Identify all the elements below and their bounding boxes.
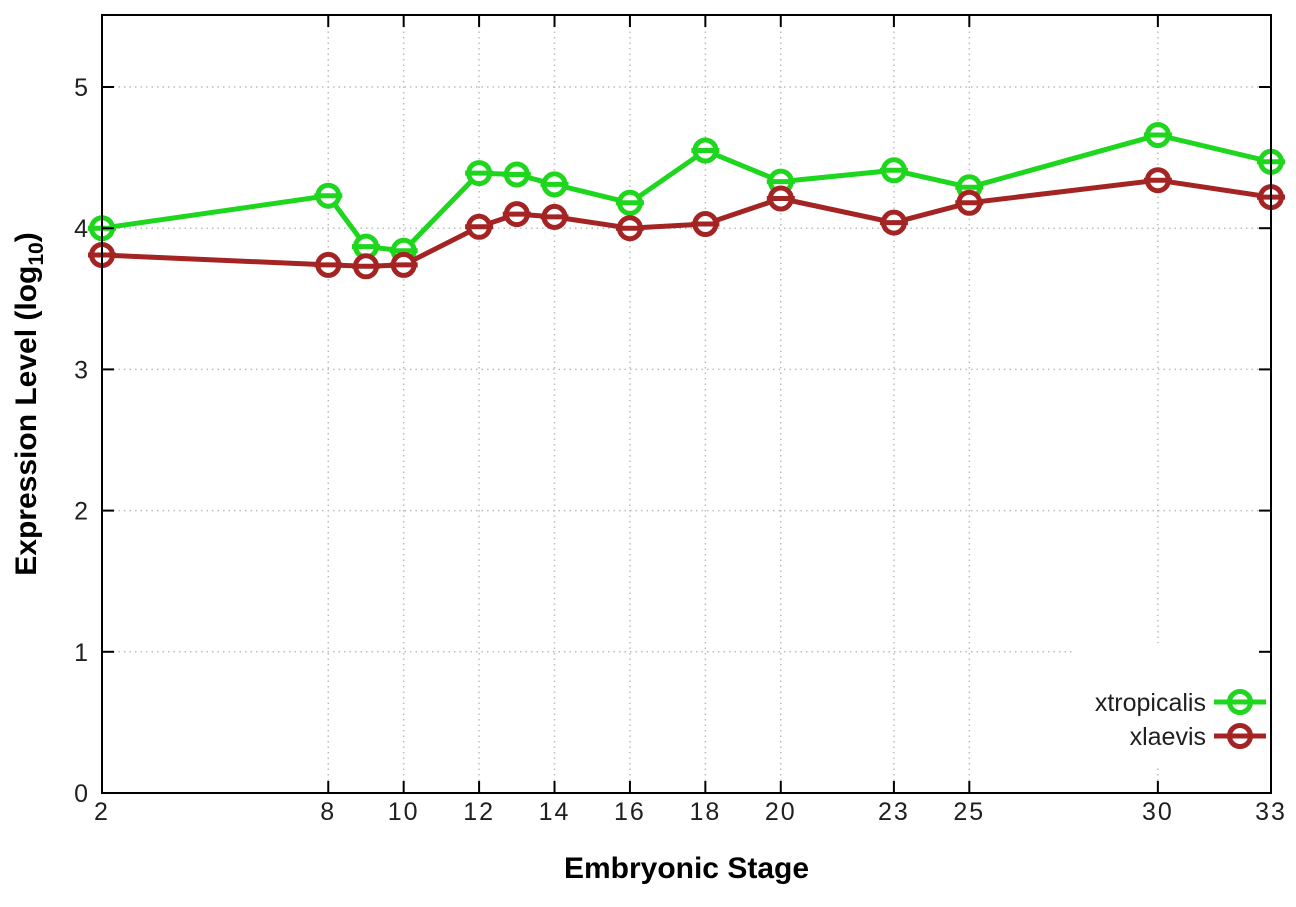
- y-axis-title-suffix: ): [10, 232, 43, 242]
- legend-entry-xtropicalis: xtropicalis: [1095, 689, 1266, 717]
- series-xtropicalis: [88, 122, 1285, 264]
- legend-entry-xlaevis: xlaevis: [1130, 723, 1266, 751]
- legend-label: xtropicalis: [1095, 689, 1206, 717]
- y-axis-tick-label: 0: [74, 780, 90, 808]
- plot-border: [101, 14, 1272, 794]
- y-axis-tick-label: 4: [74, 215, 90, 243]
- y-axis-tick-label: 5: [74, 74, 90, 102]
- y-axis-tick-label: 1: [74, 639, 90, 667]
- y-axis-tick-label: 2: [74, 498, 90, 526]
- x-axis-tick-label: 23: [878, 798, 910, 826]
- y-axis-title-prefix: Expression Level (log: [10, 266, 43, 576]
- x-axis-tick-label: 18: [689, 798, 721, 826]
- legend-label: xlaevis: [1130, 723, 1206, 751]
- y-axis-tick-label: 3: [74, 356, 90, 384]
- x-axis-title: Embryonic Stage: [564, 852, 809, 885]
- x-axis-tick-label: 8: [320, 798, 336, 826]
- tick-marks: [101, 15, 1272, 794]
- x-axis-tick-label: 20: [765, 798, 797, 826]
- x-axis-tick-label: 33: [1255, 798, 1287, 826]
- y-axis-title-subscript: 10: [25, 242, 48, 265]
- x-axis-tick-label: 10: [388, 798, 420, 826]
- x-axis-tick-label: 30: [1142, 798, 1174, 826]
- x-axis-tick-label: 12: [463, 798, 495, 826]
- series-xlaevis: [88, 167, 1285, 280]
- x-axis-tick-label: 25: [953, 798, 985, 826]
- x-axis-tick-label: 14: [539, 798, 571, 826]
- legend: xtropicalis xlaevis: [1072, 643, 1269, 765]
- x-axis-tick-label: 2: [94, 798, 110, 826]
- y-axis-title: Expression Level (log10): [10, 232, 48, 575]
- x-axis-tick-label: 16: [614, 798, 646, 826]
